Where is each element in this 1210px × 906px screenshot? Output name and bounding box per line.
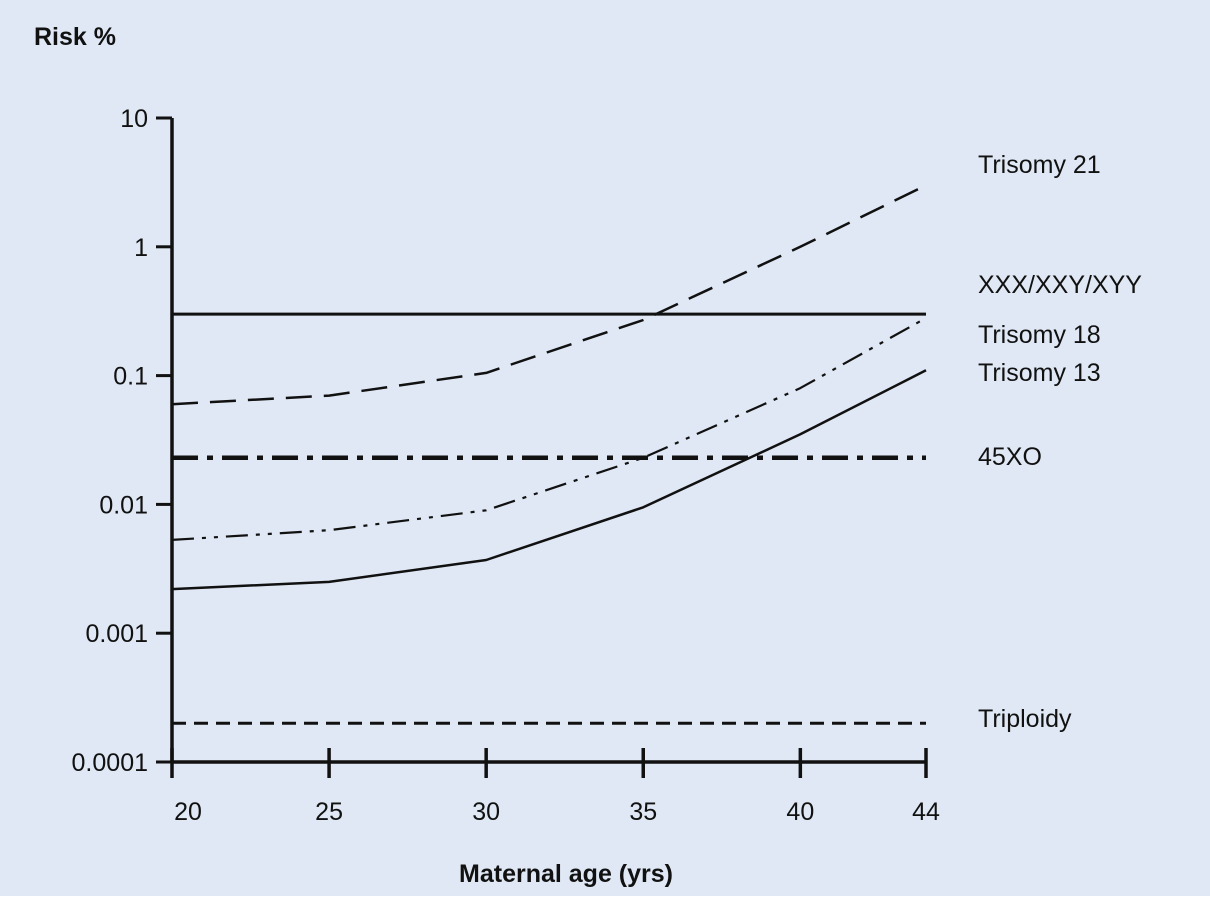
x-tick-label: 44 [912, 798, 940, 826]
series-lines [171, 184, 927, 725]
series-label-45xo: 45XO [978, 443, 1042, 471]
y-tick-label: 1 [134, 234, 148, 262]
series-line-trisomy-18 [171, 317, 927, 541]
x-tick-label: 40 [786, 798, 814, 826]
series-line-trisomy-13 [171, 369, 927, 591]
series-label-trisomy-13: Trisomy 13 [978, 359, 1101, 387]
series-label-triploidy: Triploidy [978, 705, 1072, 733]
series-label-trisomy-18: Trisomy 18 [978, 321, 1101, 349]
series-label-xxx-xxy-xyy: XXX/XXY/XYY [978, 271, 1142, 299]
y-axis-title: Risk % [34, 23, 116, 51]
y-tick-label: 0.001 [85, 620, 148, 648]
series-label-trisomy-21: Trisomy 21 [978, 151, 1101, 179]
x-tick-label: 35 [629, 798, 657, 826]
x-tick-label: 30 [472, 798, 500, 826]
y-tick-label: 0.01 [99, 491, 148, 519]
axes [156, 116, 928, 778]
series-line-trisomy-21 [171, 184, 927, 406]
x-tick-label: 25 [315, 798, 343, 826]
y-tick-label: 0.1 [113, 363, 148, 391]
y-tick-label: 10 [120, 105, 148, 133]
y-tick-label: 0.0001 [72, 749, 148, 777]
labels: Risk % Maternal age (yrs) 10 1 0.1 0.01 0.00… [34, 23, 1142, 888]
x-tick-label: 20 [174, 798, 202, 826]
x-axis-title: Maternal age (yrs) [459, 860, 673, 888]
